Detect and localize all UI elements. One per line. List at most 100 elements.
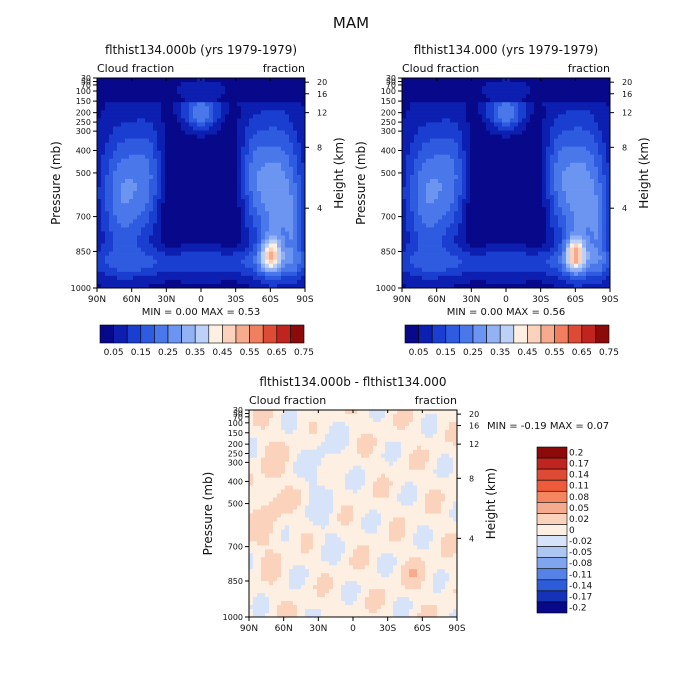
field-cell <box>241 114 246 119</box>
field-cell <box>550 231 555 237</box>
field-cell <box>422 178 427 184</box>
field-cell <box>149 106 154 111</box>
field-cell <box>546 191 551 196</box>
field-cell <box>402 138 407 144</box>
field-cell <box>578 178 583 184</box>
field-cell <box>466 138 471 144</box>
field-cell <box>530 78 535 83</box>
field-cell <box>534 130 539 136</box>
field-cell <box>574 211 579 216</box>
field-cell <box>506 126 511 132</box>
field-cell <box>265 275 270 281</box>
field-cell <box>426 162 431 168</box>
field-cell <box>522 118 527 124</box>
field-cell <box>265 239 270 245</box>
field-cell <box>185 106 190 111</box>
field-cell <box>265 102 270 107</box>
field-cell <box>594 170 599 176</box>
field-cell <box>514 138 519 144</box>
field-cell <box>550 183 555 188</box>
field-cell <box>137 158 142 164</box>
field-cell <box>101 102 106 107</box>
field-cell <box>466 126 471 132</box>
field-cell <box>478 90 483 95</box>
field-cell <box>229 263 234 269</box>
field-cell <box>149 114 154 119</box>
field-cell <box>125 283 130 288</box>
field-cell <box>97 146 102 152</box>
field-cell <box>434 247 439 253</box>
field-cell <box>506 106 511 111</box>
field-cell <box>233 219 238 224</box>
field-cell <box>157 227 162 233</box>
field-cell <box>542 215 547 220</box>
field-cell <box>265 130 270 136</box>
field-cell <box>458 235 463 241</box>
field-cell <box>101 263 106 269</box>
field-cell <box>213 259 218 265</box>
field-cell <box>233 110 238 115</box>
field-cell <box>554 207 559 212</box>
field-cell <box>193 259 198 265</box>
field-cell <box>249 138 254 144</box>
field-cell <box>217 94 222 99</box>
field-cell <box>490 243 495 249</box>
field-cell <box>245 90 250 95</box>
field-cell <box>438 170 443 176</box>
field-cell <box>285 126 290 132</box>
field-cell <box>213 90 218 95</box>
field-cell <box>149 146 154 152</box>
field-cell <box>598 98 603 103</box>
field-cell <box>169 102 174 107</box>
field-cell <box>434 106 439 111</box>
field-cell <box>161 106 166 111</box>
field-cell <box>209 154 214 160</box>
field-cell <box>149 279 154 285</box>
field-cell <box>101 239 106 245</box>
field-cell <box>125 259 130 265</box>
field-cell <box>450 138 455 144</box>
field-cell <box>149 86 154 91</box>
field-cell <box>197 199 202 204</box>
field-cell <box>161 239 166 245</box>
field-cell <box>289 94 294 99</box>
field-cell <box>141 235 146 241</box>
field-cell <box>542 146 547 152</box>
field-cell <box>462 130 467 136</box>
field-cell <box>602 78 607 83</box>
field-cell <box>506 183 511 188</box>
field-cell <box>450 191 455 196</box>
field-cell <box>237 231 242 237</box>
field-cell <box>542 239 547 245</box>
field-cell <box>121 239 126 245</box>
field-cell <box>145 231 150 237</box>
field-cell <box>498 227 503 233</box>
field-cell <box>526 110 531 115</box>
field-cell <box>133 174 138 180</box>
colorbar-swatch <box>154 324 169 344</box>
field-cell <box>157 211 162 216</box>
field-cell <box>562 203 567 208</box>
field-cell <box>546 154 551 160</box>
field-cell <box>97 158 102 164</box>
field-cell <box>257 150 262 156</box>
field-cell <box>570 187 575 192</box>
field-cell <box>293 78 298 83</box>
field-cell <box>566 231 571 237</box>
field-cell <box>502 243 507 249</box>
field-cell <box>225 251 230 257</box>
field-cell <box>273 243 278 249</box>
field-cell <box>578 235 583 241</box>
field-cell <box>574 122 579 128</box>
field-cell <box>462 114 467 119</box>
field-cell <box>502 122 507 128</box>
field-cell <box>430 215 435 220</box>
field-cell <box>406 174 411 180</box>
y-tick-label: 1000 <box>71 284 91 293</box>
field-cell <box>486 211 491 216</box>
field-cell <box>121 154 126 160</box>
field-cell <box>261 255 266 261</box>
field-cell <box>293 122 298 128</box>
field-cell <box>205 199 210 204</box>
field-cell <box>466 170 471 176</box>
